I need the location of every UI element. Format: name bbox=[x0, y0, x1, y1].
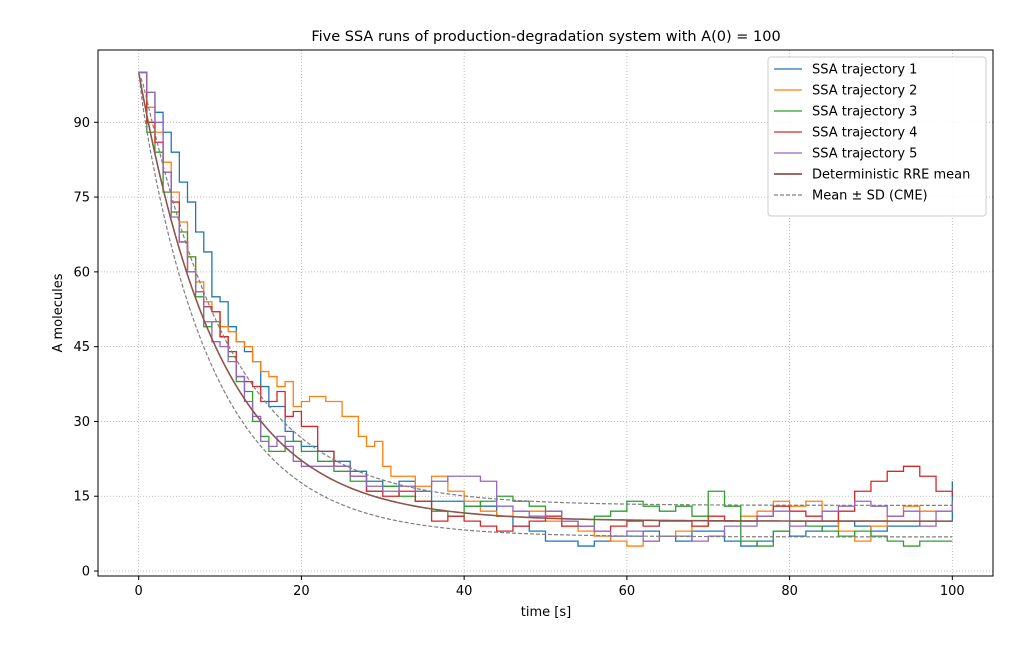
mean-sd-cme-lower-line bbox=[138, 72, 953, 538]
y-tick-label: 30 bbox=[73, 415, 90, 430]
x-axis-ticks: 0 20 40 60 80 100 bbox=[135, 576, 965, 599]
y-tick-label: 15 bbox=[73, 490, 90, 505]
x-tick-label: 40 bbox=[456, 584, 473, 599]
legend-label: SSA trajectory 1 bbox=[812, 63, 917, 78]
legend-label: SSA trajectory 2 bbox=[812, 84, 917, 99]
y-tick-label: 75 bbox=[73, 191, 90, 206]
series-layer bbox=[137, 71, 953, 547]
legend-label: Deterministic RRE mean bbox=[812, 168, 970, 183]
x-tick-label: 20 bbox=[293, 584, 310, 599]
y-axis-ticks: 0 15 30 45 60 75 90 bbox=[73, 116, 98, 580]
axes-frame bbox=[97, 49, 994, 577]
y-tick-label: 90 bbox=[73, 116, 90, 131]
chart-title: Five SSA runs of production-degradation … bbox=[311, 29, 780, 45]
x-tick-label: 80 bbox=[781, 584, 798, 599]
ssa-trajectory-2-line bbox=[138, 71, 953, 547]
ssa-trajectory-4-line bbox=[138, 71, 953, 532]
y-tick-label: 0 bbox=[82, 565, 90, 580]
y-axis-label: A molecules bbox=[51, 273, 66, 352]
x-tick-label: 0 bbox=[135, 584, 143, 599]
x-tick-label: 60 bbox=[619, 584, 636, 599]
legend-box bbox=[767, 56, 987, 217]
grid-lines bbox=[98, 50, 993, 576]
legend-label: SSA trajectory 4 bbox=[812, 126, 917, 141]
legend-label: SSA trajectory 5 bbox=[812, 147, 917, 162]
deterministic-rre-mean-line bbox=[137, 72, 953, 522]
x-tick-label: 100 bbox=[940, 584, 965, 599]
ssa-trajectory-1-line bbox=[138, 71, 953, 547]
legend-label: Mean ± SD (CME) bbox=[812, 189, 928, 204]
legend-label: SSA trajectory 3 bbox=[812, 105, 917, 120]
mean-sd-cme-upper-line bbox=[138, 72, 953, 506]
y-tick-label: 45 bbox=[73, 340, 90, 355]
x-axis-label: time [s] bbox=[521, 605, 571, 620]
y-tick-label: 60 bbox=[73, 265, 90, 280]
ssa-trajectory-5-line bbox=[138, 71, 953, 542]
legend: SSA trajectory 1 SSA trajectory 2 SSA traj… bbox=[767, 56, 987, 217]
